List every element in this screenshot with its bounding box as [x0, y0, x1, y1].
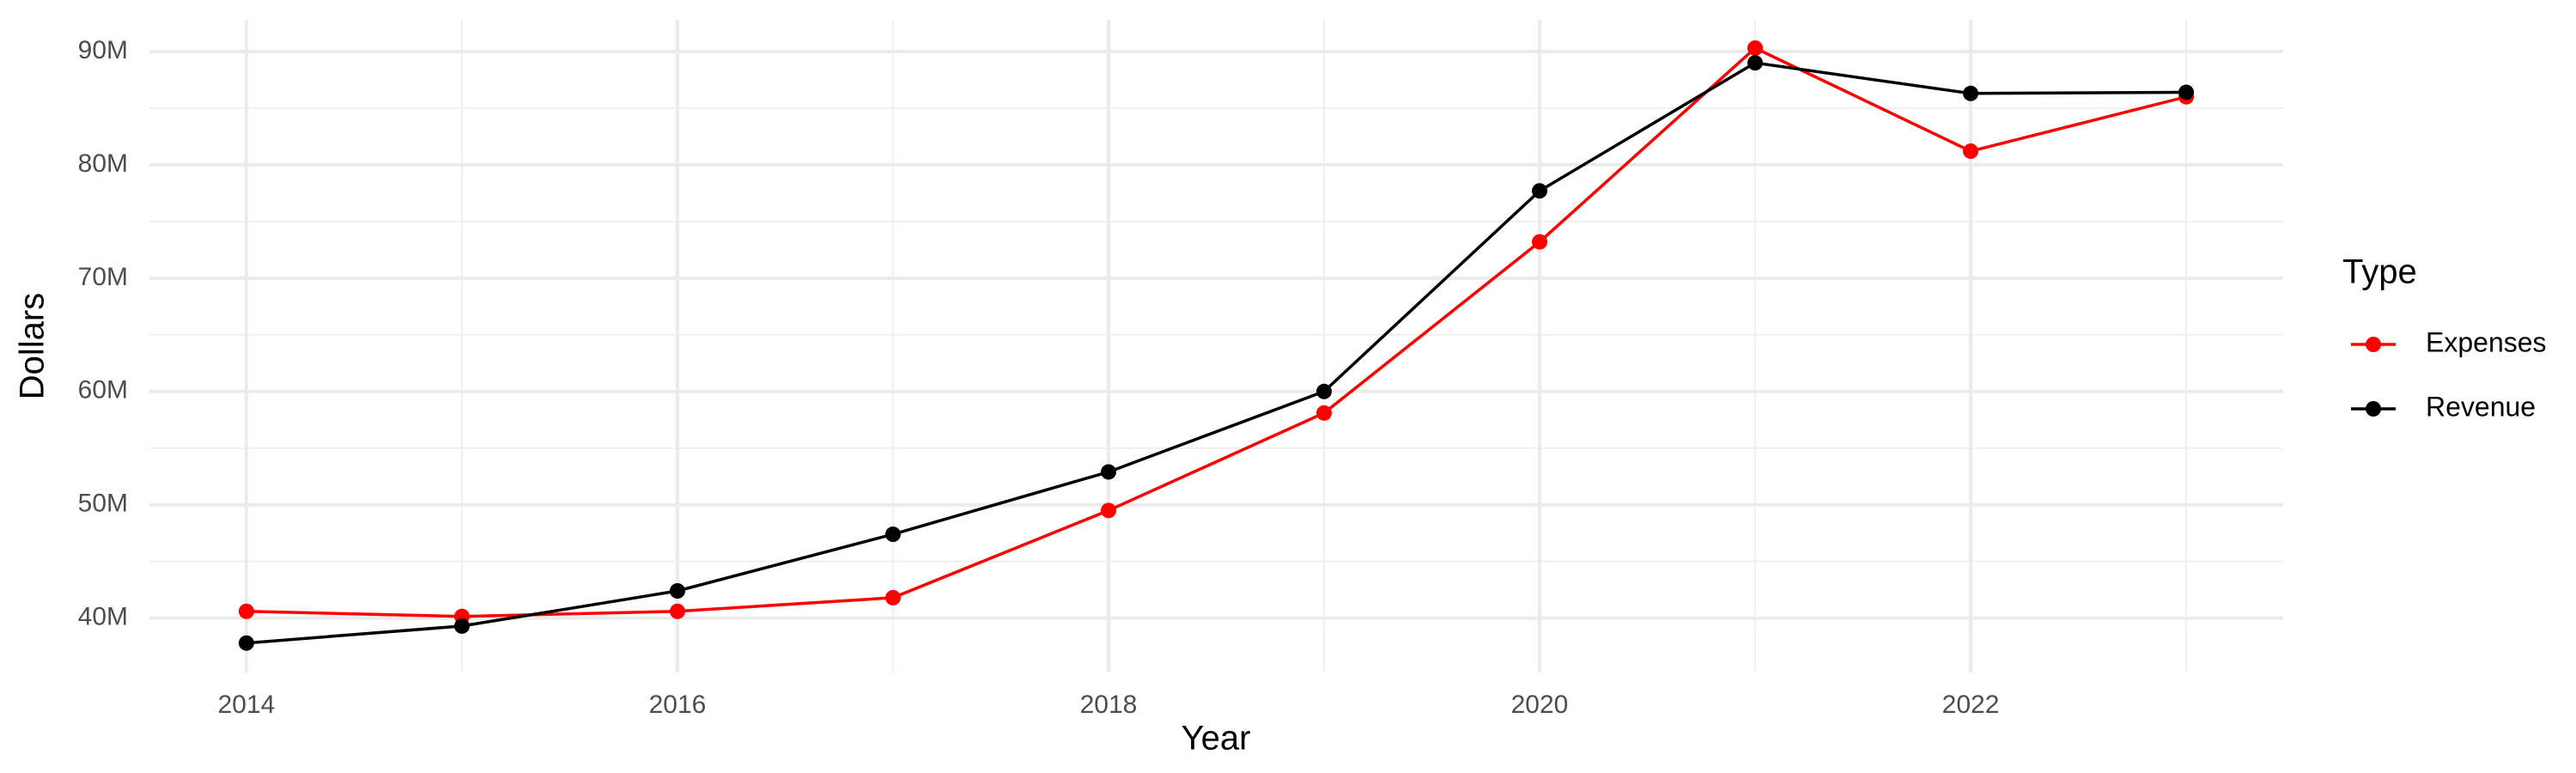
data-point: [1747, 40, 1764, 56]
data-point: [238, 635, 254, 651]
data-point: [884, 526, 901, 543]
y-tick-label: 70M: [78, 263, 128, 291]
data-point: [669, 583, 685, 599]
x-tick-label: 2016: [649, 691, 707, 719]
x-tick-label: 2018: [1080, 691, 1138, 719]
data-point: [453, 618, 470, 634]
y-tick-label: 50M: [78, 490, 128, 518]
x-axis-title: Year: [1182, 720, 1251, 758]
data-point: [1532, 183, 1548, 199]
y-tick-label: 60M: [78, 376, 128, 405]
x-tick-label: 2020: [1511, 691, 1569, 719]
y-tick-label: 80M: [78, 149, 128, 178]
y-tick-label: 90M: [78, 36, 128, 64]
data-point: [1963, 85, 1979, 101]
legend-marker: [2366, 401, 2381, 417]
legend-label: Expenses: [2426, 326, 2547, 357]
legend-label: Revenue: [2426, 391, 2536, 422]
data-point: [2178, 84, 2195, 100]
data-point: [1532, 234, 1548, 250]
data-point: [1316, 383, 1333, 399]
legend-marker: [2366, 337, 2381, 352]
data-point: [1963, 143, 1979, 160]
data-point: [1747, 55, 1764, 71]
x-tick-label: 2014: [218, 691, 276, 719]
grid: [149, 20, 2283, 673]
x-tick-label: 2022: [1942, 691, 2000, 719]
series-line: [246, 46, 2187, 618]
data-point: [1316, 405, 1333, 421]
data-point: [1100, 502, 1116, 519]
data-point: [884, 589, 901, 606]
plot: [238, 40, 2195, 651]
data-point: [1100, 464, 1116, 480]
data-point: [669, 603, 685, 619]
data-point: [238, 603, 254, 619]
y-axis-title: Dollars: [14, 293, 52, 399]
legend-title: Type: [2342, 253, 2417, 291]
y-tick-label: 40M: [78, 603, 128, 631]
series-line: [246, 61, 2187, 645]
